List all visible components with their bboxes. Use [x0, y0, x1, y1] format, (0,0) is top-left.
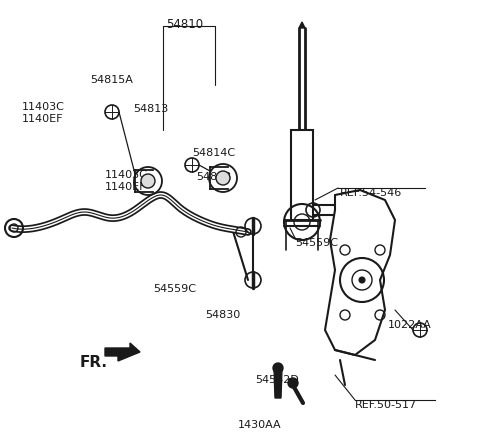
Polygon shape: [325, 190, 395, 355]
Text: 54813: 54813: [133, 104, 168, 114]
Text: 54830: 54830: [205, 310, 240, 320]
Text: 1430AA: 1430AA: [238, 420, 282, 430]
Circle shape: [216, 171, 230, 185]
Circle shape: [288, 378, 298, 388]
Text: 54559C: 54559C: [295, 238, 338, 248]
Text: 54559C: 54559C: [153, 284, 196, 294]
Polygon shape: [105, 343, 140, 361]
Text: REF.54-546: REF.54-546: [340, 188, 402, 198]
Text: 54813: 54813: [196, 172, 231, 182]
Circle shape: [273, 363, 283, 373]
Polygon shape: [274, 368, 282, 398]
Text: 1140EF: 1140EF: [22, 114, 63, 124]
Text: 54815A: 54815A: [90, 75, 133, 85]
Circle shape: [359, 277, 365, 283]
Circle shape: [141, 174, 155, 188]
Text: 1140EF: 1140EF: [105, 182, 146, 192]
Text: FR.: FR.: [80, 355, 108, 370]
Bar: [291, 130, 313, 220]
Text: 54814C: 54814C: [192, 148, 235, 158]
Text: REF.50-517: REF.50-517: [355, 400, 417, 410]
Text: 54562D: 54562D: [255, 375, 299, 385]
Text: 11403C: 11403C: [105, 170, 148, 180]
Text: 54810: 54810: [167, 18, 204, 31]
Polygon shape: [299, 22, 305, 28]
Text: 11403C: 11403C: [22, 102, 65, 112]
Text: 1022AA: 1022AA: [388, 320, 432, 330]
